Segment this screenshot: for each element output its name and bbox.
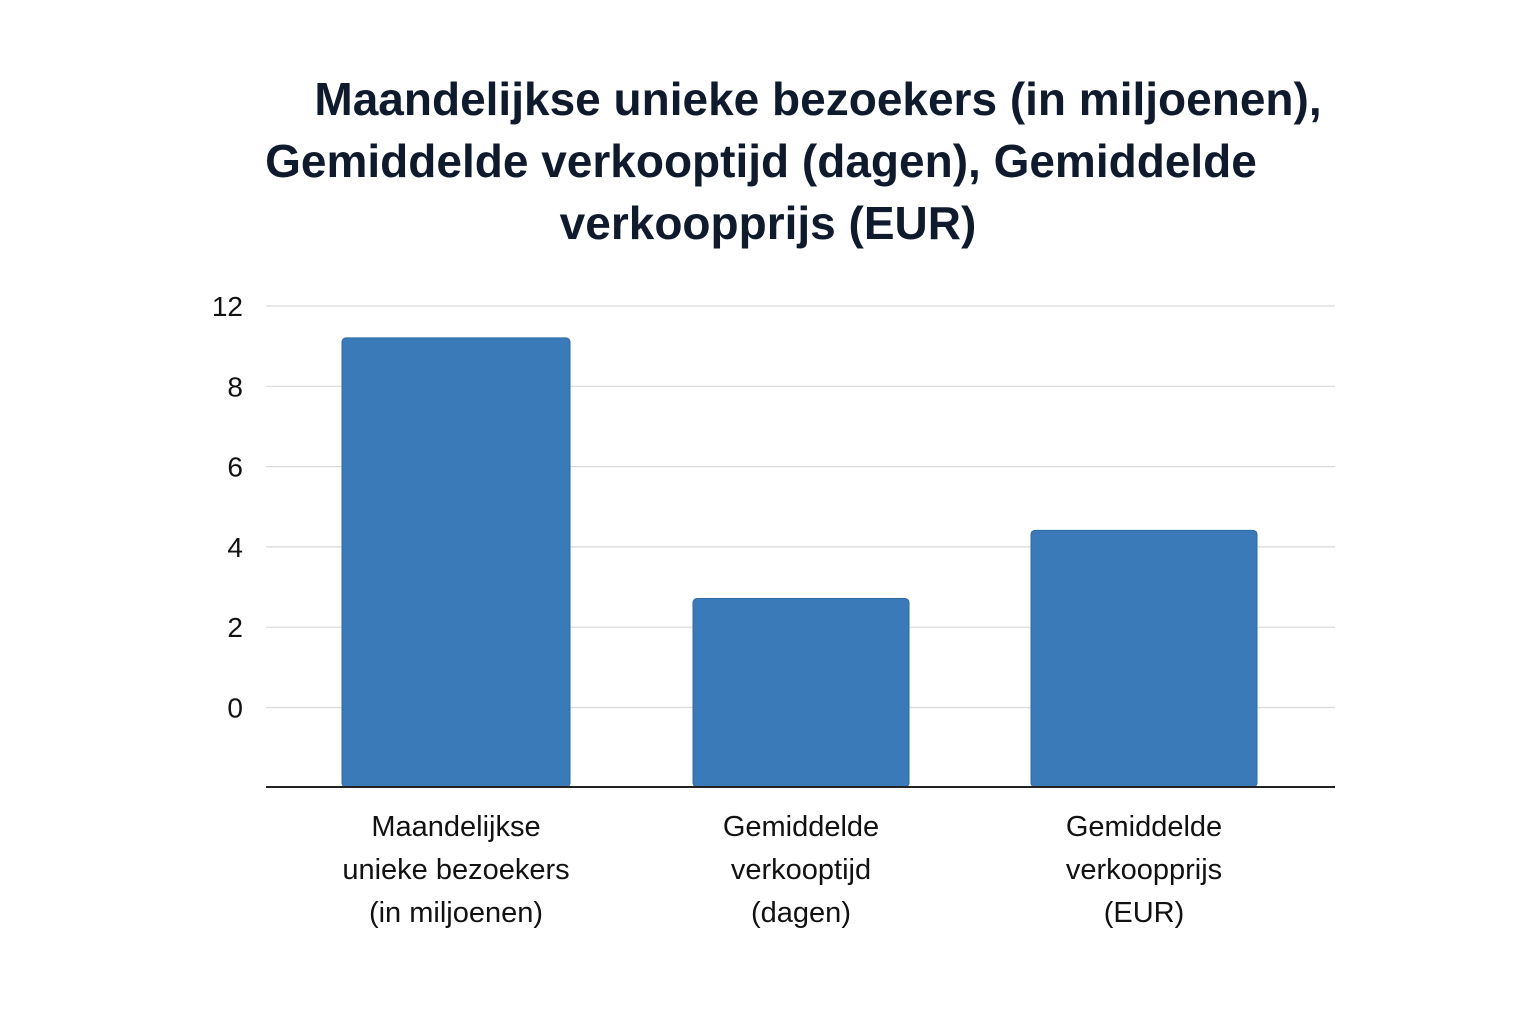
x-category-label-line: unieke bezoekers xyxy=(342,854,569,886)
y-tick-label: 8 xyxy=(227,371,243,402)
x-category-label-line: (in miljoenen) xyxy=(369,897,543,929)
x-category-label-line: (dagen) xyxy=(751,897,851,929)
chart-title-line-1: Maandelijkse unieke bezoekers (in miljoe… xyxy=(314,73,1322,125)
bars xyxy=(341,337,1258,788)
x-category-label: Maandelijkse unieke bezoekers (in miljoene… xyxy=(342,811,569,929)
y-tick-label: 12 xyxy=(212,291,243,322)
x-category-label-line: Gemiddelde xyxy=(723,811,879,843)
chart-title-line-3: verkoopprijs (EUR) xyxy=(559,197,977,249)
x-category-label: Gemiddelde verkooptijd (dagen) xyxy=(723,811,879,929)
x-category-label-line: verkoopprijs xyxy=(1066,854,1222,886)
x-category-label: Gemiddelde verkoopprijs (EUR) xyxy=(1066,811,1222,929)
y-tick-label: 6 xyxy=(227,452,243,483)
y-tick-label: 0 xyxy=(227,693,243,724)
bar xyxy=(692,598,910,788)
chart-title-line-2: Gemiddelde verkooptijd (dagen), Gemiddel… xyxy=(265,135,1257,187)
x-category-label-line: (EUR) xyxy=(1104,897,1185,929)
bar xyxy=(341,337,571,788)
y-tick-label: 4 xyxy=(227,532,243,563)
x-category-label-line: Gemiddelde xyxy=(1066,811,1222,843)
y-axis-tick-labels: 12 8 6 4 2 0 xyxy=(212,291,243,724)
x-category-label-line: verkooptijd xyxy=(731,854,871,886)
x-axis-category-labels: Maandelijkse unieke bezoekers (in miljoene… xyxy=(342,811,1222,929)
y-tick-label: 2 xyxy=(227,612,243,643)
bar xyxy=(1030,529,1258,788)
chart-title: Maandelijkse unieke bezoekers (in miljoe… xyxy=(0,68,1536,254)
x-category-label-line: Maandelijkse xyxy=(371,811,540,843)
